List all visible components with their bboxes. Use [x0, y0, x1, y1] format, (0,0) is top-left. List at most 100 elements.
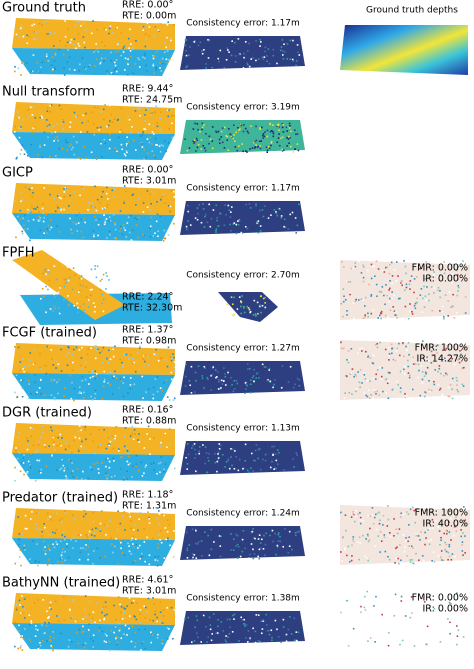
point — [412, 562, 414, 565]
point — [165, 150, 167, 153]
point — [455, 625, 458, 627]
point — [397, 383, 400, 386]
point — [105, 192, 108, 195]
point — [105, 606, 107, 608]
point — [284, 528, 286, 530]
point — [87, 477, 90, 480]
point — [86, 536, 89, 539]
point — [114, 222, 116, 224]
point — [122, 606, 125, 609]
point — [371, 507, 374, 509]
point — [47, 559, 50, 561]
point — [163, 140, 166, 143]
point — [378, 394, 380, 396]
ir: IR: 14.27% — [416, 354, 468, 365]
point — [64, 550, 66, 553]
point — [52, 436, 55, 439]
point — [33, 348, 36, 351]
point — [137, 108, 139, 110]
point — [148, 563, 151, 566]
point — [120, 547, 122, 550]
point — [409, 374, 411, 377]
point — [294, 532, 297, 534]
point — [21, 25, 23, 27]
point — [402, 342, 404, 344]
point — [246, 62, 248, 65]
point — [254, 630, 257, 633]
point — [203, 365, 206, 368]
point — [137, 57, 139, 59]
point — [19, 369, 21, 372]
point — [78, 277, 81, 280]
point — [59, 287, 61, 289]
point — [74, 436, 77, 439]
point — [404, 265, 407, 268]
point — [233, 618, 235, 620]
point — [240, 124, 243, 127]
point — [237, 469, 240, 472]
point — [400, 280, 403, 282]
point — [386, 266, 388, 269]
point — [169, 544, 171, 547]
point — [217, 625, 219, 628]
point — [103, 27, 106, 30]
point — [271, 529, 274, 532]
point — [230, 549, 233, 551]
point — [226, 135, 229, 138]
point — [408, 376, 411, 379]
point — [160, 456, 162, 458]
point — [155, 68, 158, 71]
point — [93, 235, 95, 238]
point — [439, 544, 441, 546]
point — [248, 557, 250, 560]
point — [144, 120, 147, 122]
point — [208, 554, 211, 557]
point — [448, 291, 451, 294]
point — [151, 143, 153, 145]
point — [268, 633, 271, 636]
point — [207, 636, 210, 639]
point — [409, 559, 412, 561]
point — [425, 273, 427, 275]
point — [241, 550, 244, 553]
point — [353, 375, 355, 378]
point — [196, 218, 199, 221]
point — [215, 130, 217, 133]
point — [221, 383, 224, 385]
point — [263, 534, 265, 537]
point — [39, 145, 41, 148]
point — [14, 346, 16, 348]
point — [204, 367, 206, 370]
point — [419, 394, 422, 397]
point — [80, 534, 82, 536]
point — [76, 467, 79, 470]
point — [340, 611, 342, 614]
point — [54, 155, 57, 157]
point — [383, 534, 386, 536]
point — [186, 149, 189, 152]
point — [218, 535, 221, 537]
point — [44, 553, 47, 555]
match-cloud — [340, 505, 470, 565]
point — [388, 289, 390, 291]
point — [147, 364, 150, 366]
point — [187, 220, 190, 222]
point — [29, 210, 32, 213]
point — [80, 357, 83, 359]
point — [349, 293, 351, 296]
point — [259, 295, 262, 298]
point — [226, 303, 229, 305]
cloud-orange — [12, 183, 175, 215]
point — [451, 317, 454, 320]
point — [104, 601, 107, 604]
point — [198, 203, 201, 206]
point — [79, 289, 81, 292]
point — [455, 516, 457, 519]
point — [26, 42, 29, 44]
point — [105, 472, 107, 475]
point — [126, 136, 129, 139]
point — [261, 56, 264, 59]
point — [389, 297, 391, 300]
point — [114, 237, 117, 239]
point — [393, 614, 396, 617]
